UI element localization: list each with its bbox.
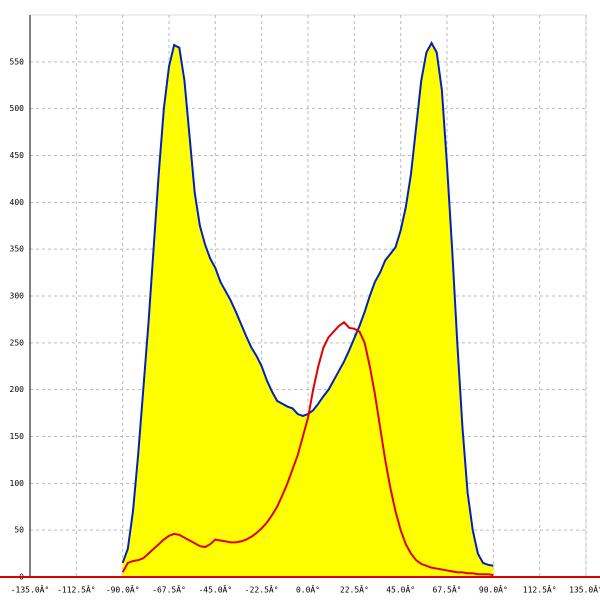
- y-tick-label: 450: [10, 151, 25, 160]
- y-tick-label: 500: [10, 104, 25, 113]
- x-tick-label: 67.5Â°: [433, 584, 462, 595]
- x-tick-label: 0.0Â°: [296, 584, 320, 595]
- y-tick-label: 300: [10, 292, 25, 301]
- x-tick-label: 45.0Â°: [386, 584, 415, 595]
- line: [121, 320, 494, 577]
- y-tick-label: 50: [14, 526, 24, 535]
- y-tick-label: 250: [10, 338, 25, 347]
- x-tick-label: 22.5Â°: [340, 584, 369, 595]
- x-tick-label: -135.0Â°: [11, 584, 50, 595]
- y-tick-label: 200: [10, 385, 25, 394]
- y-tick-label: 150: [10, 432, 25, 441]
- area: [122, 43, 494, 578]
- x-tick-label: -22.5Â°: [245, 584, 279, 595]
- x-tick-label: 135.0Â°: [569, 584, 600, 595]
- x-tick-label: -67.5Â°: [152, 584, 186, 595]
- x-tick-label: -112.5Â°: [57, 584, 96, 595]
- x-tick-label: 112.5Â°: [523, 584, 557, 595]
- y-tick-label: 350: [10, 245, 25, 254]
- y-tick-label: 400: [10, 198, 25, 207]
- x-tick-label: -45.0Â°: [198, 584, 232, 595]
- y-tick-label: 550: [10, 57, 25, 66]
- x-tick-label: -90.0Â°: [106, 584, 140, 595]
- y-tick-label: 100: [10, 479, 25, 488]
- x-tick-label: 90.0Â°: [479, 584, 508, 595]
